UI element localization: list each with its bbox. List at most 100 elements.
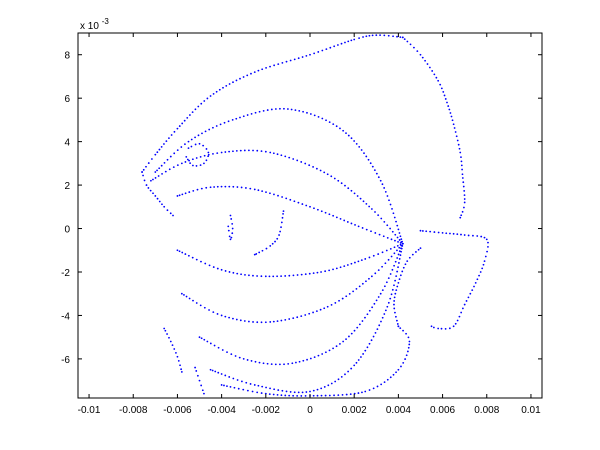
data-point: [213, 186, 216, 188]
data-point: [389, 297, 392, 300]
data-point: [381, 251, 384, 254]
data-point: [385, 281, 388, 284]
data-point: [283, 107, 285, 110]
data-point: [158, 148, 161, 151]
data-point: [343, 265, 346, 268]
data-point: [358, 323, 361, 326]
data-point: [296, 159, 299, 162]
data-point: [250, 360, 253, 362]
data-point: [398, 246, 401, 249]
x-tick-label: 0.006: [430, 405, 455, 416]
data-point: [441, 231, 444, 234]
data-point: [389, 376, 392, 379]
data-point: [380, 383, 383, 386]
data-point: [256, 391, 259, 394]
data-point: [187, 254, 190, 257]
data-point: [463, 303, 466, 306]
data-point: [338, 299, 340, 302]
data-point: [381, 265, 383, 268]
data-point: [317, 115, 320, 118]
data-point: [333, 177, 336, 180]
data-point: [180, 146, 183, 148]
data-point: [227, 120, 230, 123]
y-axis: -6 -4 -2 0 2 4 6 8: [61, 51, 542, 366]
data-point: [321, 117, 324, 120]
data-point: [169, 212, 172, 215]
data-point: [212, 126, 214, 129]
data-point: [254, 111, 257, 114]
data-point: [463, 194, 466, 197]
data-point: [364, 258, 367, 260]
data-point: [327, 384, 330, 387]
data-point: [399, 254, 402, 257]
data-point: [265, 247, 268, 250]
data-point: [229, 385, 232, 388]
data-point: [313, 114, 316, 117]
data-point: [433, 73, 436, 76]
data-point: [163, 143, 165, 145]
data-point: [360, 259, 363, 262]
data-point: [276, 320, 279, 323]
data-point: [379, 292, 382, 295]
data-point: [261, 190, 264, 192]
data-point: [394, 292, 397, 295]
data-point: [184, 143, 186, 146]
data-point: [377, 296, 380, 298]
data-point: [180, 368, 183, 371]
data-point: [152, 192, 154, 195]
data-point: [257, 384, 260, 387]
data-point: [487, 245, 489, 248]
data-point: [335, 125, 338, 128]
data-point: [273, 64, 276, 67]
data-point: [332, 268, 334, 271]
data-point: [454, 131, 457, 133]
data-point: [252, 149, 254, 152]
data-point: [228, 376, 231, 378]
data-point: [231, 119, 234, 121]
data-point: [365, 155, 368, 158]
data-point: [300, 161, 303, 163]
data-point: [269, 321, 272, 323]
data-point: [381, 289, 384, 291]
data-point: [394, 239, 396, 242]
data-point: [399, 242, 402, 244]
data-point: [251, 390, 254, 393]
data-point: [394, 233, 397, 236]
data-point: [284, 318, 287, 321]
data-point: [301, 56, 304, 58]
data-point: [352, 290, 355, 293]
data-point: [479, 271, 482, 273]
data-point: [374, 211, 376, 213]
x-tick-label: -0.008: [119, 405, 148, 416]
data-point: [394, 311, 396, 314]
data-point: [415, 251, 417, 253]
data-point: [378, 324, 381, 327]
data-point: [329, 46, 332, 49]
data-point: [403, 38, 406, 41]
data-point: [461, 307, 464, 310]
data-point: [400, 365, 402, 368]
data-point: [260, 275, 263, 278]
data-point: [361, 227, 364, 229]
data-point: [212, 92, 215, 95]
data-point: [463, 234, 466, 236]
data-point: [224, 185, 227, 188]
data-point: [384, 262, 387, 265]
data-point: [402, 361, 405, 364]
data-point: [339, 127, 341, 130]
data-point: [203, 392, 205, 395]
data-point: [191, 158, 194, 161]
data-point: [467, 234, 470, 237]
data-point: [401, 36, 404, 39]
data-point: [484, 255, 487, 258]
data-point: [384, 309, 387, 312]
data-point: [437, 231, 440, 234]
data-point: [397, 368, 400, 371]
data-point: [389, 203, 392, 206]
data-point: [224, 374, 227, 377]
data-point: [323, 307, 326, 310]
data-point: [353, 140, 356, 142]
data-point: [421, 56, 424, 59]
data-point: [396, 244, 399, 247]
